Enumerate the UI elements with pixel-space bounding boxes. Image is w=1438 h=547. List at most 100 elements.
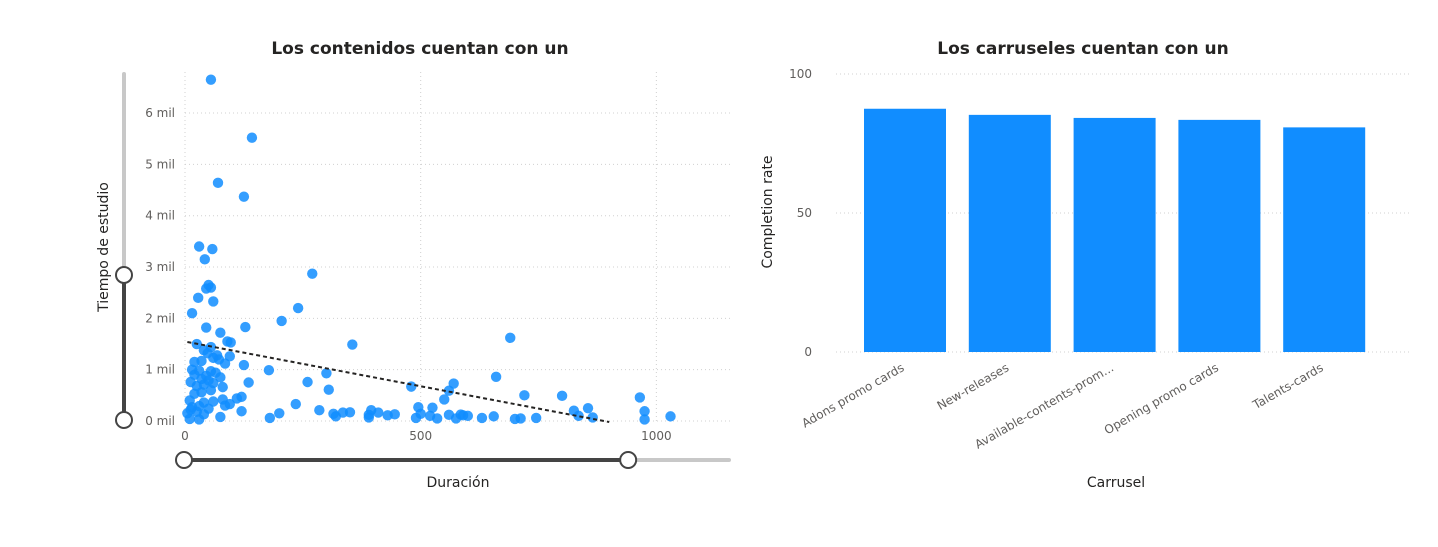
- scatter-y-axis-title: Tiempo de estudio: [96, 182, 112, 313]
- scatter-point[interactable]: [347, 339, 358, 350]
- scatter-point[interactable]: [274, 408, 285, 419]
- bar-x-tick-label: Opening promo cards: [1102, 360, 1221, 437]
- scatter-point[interactable]: [263, 364, 275, 376]
- scatter-point[interactable]: [186, 308, 198, 319]
- scatter-point[interactable]: [665, 411, 676, 422]
- scatter-point[interactable]: [519, 390, 530, 401]
- bar[interactable]: [864, 108, 946, 352]
- scatter-point[interactable]: [201, 283, 212, 294]
- bar[interactable]: [1073, 117, 1156, 352]
- bar-series: [864, 108, 1366, 353]
- scatter-point[interactable]: [639, 406, 650, 417]
- bar[interactable]: [968, 114, 1051, 352]
- scatter-point[interactable]: [238, 359, 250, 371]
- x-zoom-slider[interactable]: [175, 451, 731, 469]
- scatter-point[interactable]: [219, 358, 231, 369]
- scatter-point[interactable]: [302, 376, 313, 388]
- scatter-point[interactable]: [634, 392, 646, 403]
- bar-y-ticks: 0 50 100: [789, 67, 812, 359]
- scatter-point[interactable]: [276, 315, 287, 327]
- scatter-point[interactable]: [238, 191, 250, 202]
- scatter-point[interactable]: [192, 292, 204, 304]
- scatter-point[interactable]: [556, 390, 568, 402]
- scatter-point[interactable]: [292, 302, 304, 314]
- scatter-point[interactable]: [193, 241, 205, 252]
- scatter-point[interactable]: [488, 411, 499, 422]
- scatter-point[interactable]: [215, 372, 226, 383]
- scatter-point[interactable]: [185, 404, 196, 415]
- bar[interactable]: [1178, 119, 1261, 353]
- scatter-point[interactable]: [217, 381, 228, 393]
- scatter-point[interactable]: [321, 368, 332, 379]
- scatter-chart: Los contenidos cuentan con un 0 mil 1 mil…: [96, 39, 731, 491]
- scatter-point[interactable]: [505, 332, 516, 344]
- scatter-point[interactable]: [515, 413, 526, 424]
- x-zoom-slider-handle-max[interactable]: [619, 451, 638, 469]
- scatter-point[interactable]: [363, 412, 375, 423]
- scatter-point[interactable]: [573, 410, 584, 422]
- scatter-x-tick-label: 0: [181, 429, 189, 443]
- scatter-title: Los contenidos cuentan con un: [271, 39, 568, 59]
- scatter-point[interactable]: [431, 413, 443, 424]
- scatter-point[interactable]: [236, 406, 247, 417]
- scatter-point[interactable]: [201, 322, 212, 333]
- scatter-point[interactable]: [225, 337, 236, 348]
- scatter-point[interactable]: [476, 412, 488, 424]
- scatter-point[interactable]: [243, 377, 254, 388]
- scatter-point[interactable]: [208, 296, 219, 307]
- scatter-trendline: [187, 340, 610, 424]
- bar[interactable]: [1283, 127, 1366, 352]
- scatter-point[interactable]: [323, 384, 334, 395]
- y-zoom-slider-handle-min[interactable]: [115, 411, 133, 429]
- scatter-point[interactable]: [490, 371, 502, 383]
- scatter-point[interactable]: [639, 414, 650, 425]
- scatter-point[interactable]: [410, 412, 422, 424]
- bar-chart-title: Los carruseles cuentan con un: [937, 39, 1228, 59]
- scatter-point[interactable]: [231, 393, 243, 404]
- scatter-point[interactable]: [246, 132, 258, 143]
- scatter-point[interactable]: [450, 413, 462, 424]
- bar-y-axis-title: Completion rate: [760, 155, 776, 268]
- scatter-point[interactable]: [330, 411, 342, 422]
- scatter-point[interactable]: [290, 398, 301, 410]
- bar-chart: Los carruseles cuentan con un 0 50 100 Ado…: [760, 39, 1410, 491]
- bar-x-ticks: Adons promo cards New-releasesAvailable-c…: [799, 360, 1325, 451]
- bar-y-tick-label: 0: [804, 345, 812, 359]
- scatter-y-tick-label: 2 mil: [145, 311, 175, 325]
- scatter-point[interactable]: [215, 327, 226, 338]
- scatter-point[interactable]: [199, 254, 210, 265]
- y-zoom-slider[interactable]: [115, 72, 133, 429]
- scatter-point[interactable]: [215, 411, 226, 423]
- scatter-y-tick-label: 0 mil: [145, 414, 175, 428]
- scatter-y-tick-label: 4 mil: [145, 209, 175, 223]
- scatter-point[interactable]: [193, 414, 205, 425]
- x-zoom-slider-handle-min[interactable]: [175, 451, 193, 469]
- scatter-point[interactable]: [439, 394, 450, 405]
- scatter-point[interactable]: [530, 412, 542, 424]
- scatter-point[interactable]: [314, 405, 325, 416]
- scatter-point[interactable]: [427, 402, 438, 413]
- scatter-point[interactable]: [373, 407, 384, 418]
- scatter-point[interactable]: [205, 74, 217, 85]
- scatter-point[interactable]: [307, 268, 318, 279]
- scatter-point[interactable]: [212, 177, 224, 189]
- bar-x-tick-label: Adons promo cards: [799, 360, 906, 430]
- scatter-point[interactable]: [264, 412, 276, 424]
- scatter-y-tick-label: 6 mil: [145, 106, 175, 120]
- bar-y-tick-label: 100: [789, 67, 812, 81]
- scatter-points: [182, 74, 676, 425]
- bar-x-tick-label: New-releases: [935, 360, 1012, 412]
- scatter-point[interactable]: [382, 410, 393, 421]
- scatter-point[interactable]: [240, 321, 251, 333]
- y-zoom-slider-handle-max[interactable]: [115, 265, 133, 284]
- scatter-point[interactable]: [207, 243, 218, 255]
- scatter-y-ticks: 0 mil 1 mil 2 mil 3 mil 4 mil 5 mil 6 mil: [145, 106, 175, 428]
- bar-x-tick-label: Talents-cards: [1250, 360, 1326, 412]
- scatter-y-tick-label: 1 mil: [145, 363, 175, 377]
- scatter-point[interactable]: [582, 402, 594, 414]
- scatter-point[interactable]: [205, 385, 217, 396]
- scatter-x-ticks: 0 500 1000: [181, 429, 671, 443]
- scatter-point[interactable]: [462, 410, 474, 422]
- scatter-point[interactable]: [219, 400, 231, 411]
